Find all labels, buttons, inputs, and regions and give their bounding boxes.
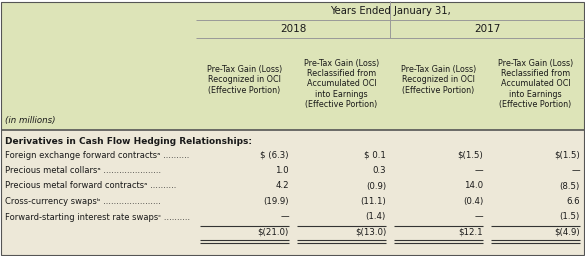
Text: $(1.5): $(1.5) (457, 151, 483, 159)
Text: $(4.9): $(4.9) (555, 228, 580, 237)
Text: 0.3: 0.3 (373, 166, 386, 175)
Text: Pre-Tax Gain (Loss)
Reclassified from
Accumulated OCI
into Earnings
(Effective P: Pre-Tax Gain (Loss) Reclassified from Ac… (304, 59, 379, 109)
Text: (in millions): (in millions) (5, 116, 56, 125)
Text: 14.0: 14.0 (464, 182, 483, 190)
Text: Cross-currency swapsᵇ ......................: Cross-currency swapsᵇ ..................… (5, 197, 161, 206)
Text: $(13.0): $(13.0) (355, 228, 386, 237)
Text: (1.5): (1.5) (560, 212, 580, 221)
Text: $(21.0): $(21.0) (258, 228, 289, 237)
Text: Pre-Tax Gain (Loss)
Reclassified from
Accumulated OCI
into Earnings
(Effective P: Pre-Tax Gain (Loss) Reclassified from Ac… (498, 59, 573, 109)
Text: Forward-starting interest rate swapsᶜ ..........: Forward-starting interest rate swapsᶜ ..… (5, 212, 190, 221)
Text: $(1.5): $(1.5) (554, 151, 580, 159)
Text: Foreign exchange forward contractsᵃ ..........: Foreign exchange forward contractsᵃ ....… (5, 151, 190, 159)
Text: Years Ended January 31,: Years Ended January 31, (329, 5, 450, 16)
Text: Precious metal collarsᵃ ......................: Precious metal collarsᵃ ................… (5, 166, 161, 175)
Text: (19.9): (19.9) (263, 197, 289, 206)
Text: (0.9): (0.9) (366, 182, 386, 190)
Bar (1, 2, 584, 130)
Text: 4.2: 4.2 (276, 182, 289, 190)
Bar (1, 130, 584, 255)
Text: —: — (474, 166, 483, 175)
Text: 6.6: 6.6 (566, 197, 580, 206)
Text: (11.1): (11.1) (360, 197, 386, 206)
Text: $12.1: $12.1 (459, 228, 483, 237)
Text: —: — (474, 212, 483, 221)
Text: 1.0: 1.0 (276, 166, 289, 175)
Text: Pre-Tax Gain (Loss)
Recognized in OCI
(Effective Portion): Pre-Tax Gain (Loss) Recognized in OCI (E… (207, 65, 282, 95)
Text: Precious metal forward contractsᵃ ..........: Precious metal forward contractsᵃ ......… (5, 182, 176, 190)
Text: —: — (572, 166, 580, 175)
Text: $ 0.1: $ 0.1 (364, 151, 386, 159)
Text: 2018: 2018 (280, 24, 306, 34)
Text: Derivatives in Cash Flow Hedging Relationships:: Derivatives in Cash Flow Hedging Relatio… (5, 136, 252, 145)
Text: $ (6.3): $ (6.3) (260, 151, 289, 159)
Text: 2017: 2017 (474, 24, 500, 34)
Text: (8.5): (8.5) (560, 182, 580, 190)
Text: Pre-Tax Gain (Loss)
Recognized in OCI
(Effective Portion): Pre-Tax Gain (Loss) Recognized in OCI (E… (401, 65, 476, 95)
Text: (0.4): (0.4) (463, 197, 483, 206)
Text: (1.4): (1.4) (366, 212, 386, 221)
Text: —: — (280, 212, 289, 221)
